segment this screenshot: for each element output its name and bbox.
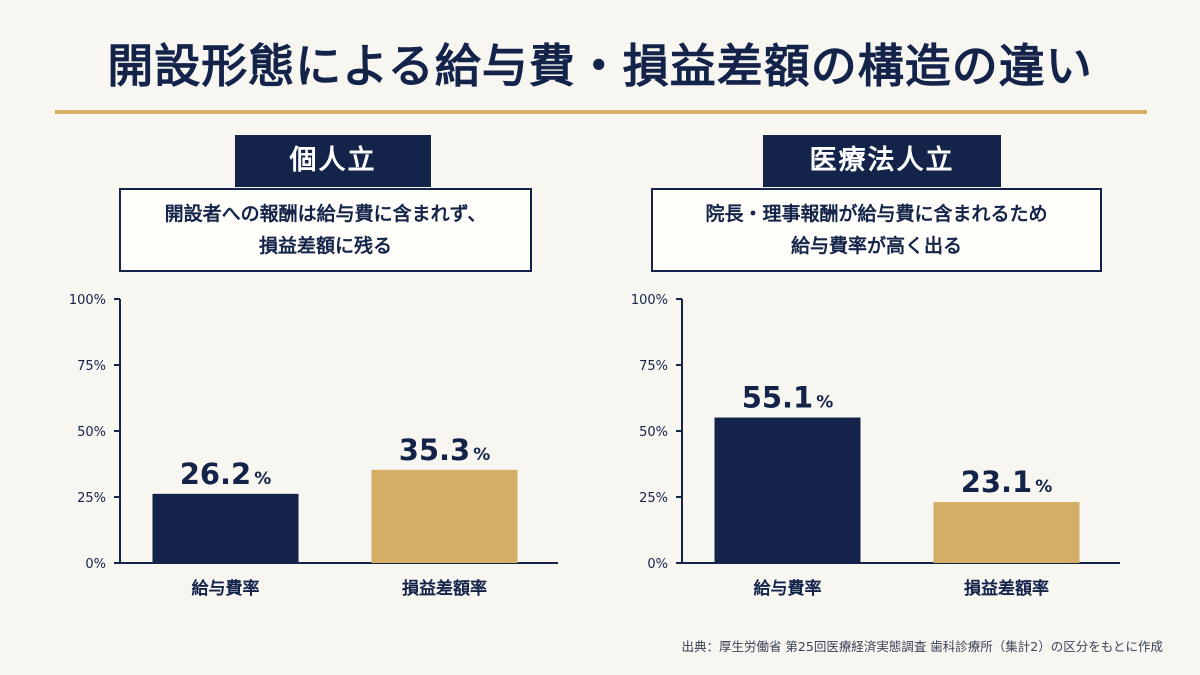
panel-individual: 個人立 開設者への報酬は給与費に含まれず、 損益差額に残る 0% 25% 50% 75… <box>38 135 598 615</box>
y-tick-label: 100% <box>631 293 668 308</box>
x-category-label: 給与費率 <box>754 578 822 599</box>
description-line-1: 院長・理事報酬が給与費に含まれるため <box>705 203 1048 225</box>
title-underline <box>55 110 1147 114</box>
description-line-1: 開設者への報酬は給与費に含まれず、 <box>164 203 487 225</box>
bar-value-label: 55.1% <box>742 381 834 415</box>
bar-value-label: 35.3% <box>399 433 491 467</box>
x-category-label: 損益差額率 <box>402 578 487 599</box>
description-line-2: 給与費率が高く出る <box>790 235 962 257</box>
bar-chart-individual: 0% 25% 50% 75% 100% 26.2 % 給与費率 35.3 % 損益差額率 <box>69 293 558 599</box>
panel-medical-corporation: 医療法人立 院長・理事報酬が給与費に含まれるため 給与費率が高く出る 0% 25%… <box>600 135 1160 615</box>
source-note: 出典：厚生労働省 第25回医療経済実態調査 歯科診療所（集計2）の区分をもとに作… <box>681 639 1163 654</box>
description-line-2: 損益差額に残る <box>258 235 392 257</box>
y-tick-label: 0% <box>647 557 668 572</box>
x-category-label: 給与費率 <box>192 578 260 599</box>
y-tick-label: 25% <box>639 491 668 506</box>
y-tick-label: 0% <box>85 557 106 572</box>
bar <box>933 502 1080 563</box>
y-tick-label: 75% <box>639 359 668 374</box>
y-tick-label: 50% <box>77 425 106 440</box>
y-tick-label: 50% <box>639 425 668 440</box>
panel-label-medical-corporation: 医療法人立 <box>763 135 1001 187</box>
bar-value-label: 26.2% <box>180 457 272 491</box>
description-box-individual: 開設者への報酬は給与費に含まれず、 損益差額に残る <box>119 188 532 272</box>
bar-value-label: 23.1% <box>961 465 1053 499</box>
y-tick-label: 25% <box>77 491 106 506</box>
bar <box>371 469 518 563</box>
bar <box>152 493 299 563</box>
bar <box>714 417 861 563</box>
y-tick-label: 100% <box>69 293 106 308</box>
bar-chart-medical-corporation: 0% 25% 50% 75% 100% 55.1 % 給与費率 23.1 % 損益差額率 <box>631 293 1120 599</box>
panel-label-individual: 個人立 <box>235 135 431 187</box>
description-box-medical-corporation: 院長・理事報酬が給与費に含まれるため 給与費率が高く出る <box>651 188 1102 272</box>
y-tick-label: 75% <box>77 359 106 374</box>
x-category-label: 損益差額率 <box>964 578 1049 599</box>
page-title: 開設形態による給与費・損益差額の構造の違い <box>107 39 1093 93</box>
